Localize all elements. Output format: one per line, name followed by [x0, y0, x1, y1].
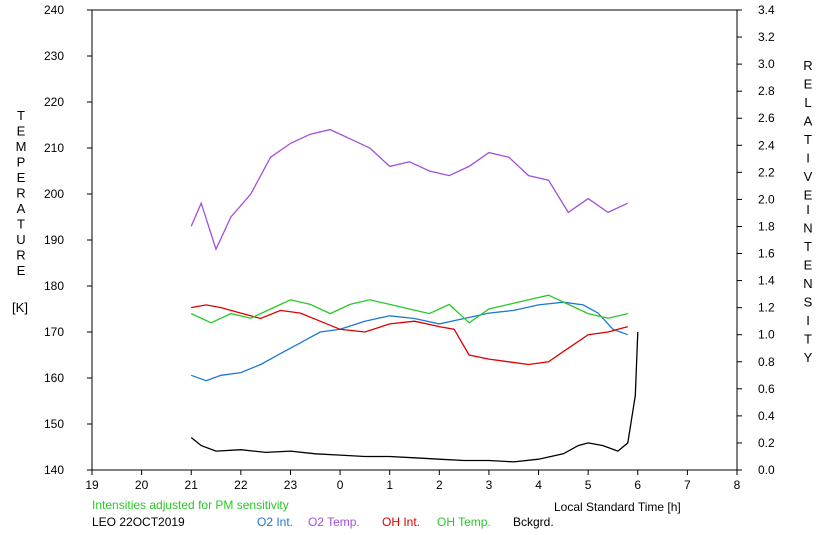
left-label-letter: E	[17, 170, 26, 185]
right-tick-label: 0.4	[758, 409, 775, 423]
right-tick-label: 0.0	[758, 463, 775, 477]
left-tick-label: 230	[44, 49, 64, 63]
left-tick-label: 180	[44, 279, 64, 293]
x-tick-label: 8	[734, 478, 741, 492]
x-axis: 19 20 21 22 23 0 1 2 3 4 5 6 7 8	[85, 470, 741, 492]
right-tick-label: 2.2	[758, 165, 775, 179]
legend-item: OH Int.	[382, 515, 421, 529]
right-label-letter: N	[803, 221, 812, 236]
x-axis-label: Local Standard Time [h]	[554, 500, 681, 514]
left-tick-label: 150	[44, 417, 64, 431]
left-tick-label: 240	[44, 3, 64, 17]
x-tick-label: 0	[337, 478, 344, 492]
right-label-letter: E	[804, 77, 813, 92]
right-label-letter: R	[803, 58, 812, 73]
x-tick-label: 6	[634, 478, 641, 492]
site-label: LEO 22OCT2019	[92, 515, 185, 529]
x-tick-label: 1	[386, 478, 393, 492]
series-oh-temp	[190, 294, 628, 324]
right-label-letter: T	[804, 132, 812, 147]
x-tick-label: 22	[234, 478, 248, 492]
right-tick-label: 2.0	[758, 192, 775, 206]
x-tick-label: 4	[535, 478, 542, 492]
series-o2-temp	[190, 128, 629, 251]
right-tick-label: 2.6	[758, 111, 775, 125]
right-tick-label: 0.2	[758, 436, 775, 450]
right-label-letter: I	[806, 202, 810, 217]
left-tick-label: 170	[44, 325, 64, 339]
right-tick-label: 1.4	[758, 274, 775, 288]
right-tick-label: 3.4	[758, 3, 775, 17]
x-tick-label: 5	[585, 478, 592, 492]
left-label-letter: E	[17, 124, 26, 139]
series-group	[190, 128, 639, 463]
x-tick-label: 21	[185, 478, 199, 492]
left-label-letter: E	[17, 263, 26, 278]
right-tick-label: 1.0	[758, 328, 775, 342]
x-tick-label: 19	[85, 478, 99, 492]
right-label-letter: I	[806, 313, 810, 328]
plot-frame	[91, 9, 738, 471]
right-tick-label: 0.6	[758, 382, 775, 396]
legend-item: O2 Int.	[257, 515, 294, 529]
left-tick-label: 200	[44, 187, 64, 201]
right-label-letter: T	[804, 239, 812, 254]
x-tick-label: 3	[486, 478, 493, 492]
right-label-letter: Y	[804, 350, 813, 365]
right-label-letter: V	[804, 169, 813, 184]
legend-item: Bckgrd.	[513, 515, 554, 529]
x-tick-label: 7	[684, 478, 691, 492]
right-label-letter: I	[806, 151, 810, 166]
right-label-letter: A	[804, 114, 813, 129]
left-label-letter: T	[17, 108, 25, 123]
right-label-letter: L	[804, 95, 811, 110]
x-tick-label: 20	[135, 478, 149, 492]
right-tick-label: 0.8	[758, 355, 775, 369]
right-tick-label: 3.2	[758, 30, 775, 44]
left-axis: 140 150 160 170 180 190 200 210 220 230 240	[44, 3, 92, 477]
note-text: Intensities adjusted for PM sensitivity	[92, 498, 289, 512]
left-label-letter: P	[17, 155, 26, 170]
left-tick-label: 140	[44, 463, 64, 477]
x-tick-label: 23	[284, 478, 298, 492]
series-oh-int	[191, 304, 628, 366]
right-tick-label: 1.8	[758, 219, 775, 233]
legend-item: OH Temp.	[437, 515, 491, 529]
right-axis: 0.0 0.2 0.4 0.6 0.8 1.0 1.2 1.4 1.6 1.8 2.0 2.2 2.4 2…	[737, 3, 775, 477]
left-label-letter: U	[16, 232, 25, 247]
left-tick-label: 220	[44, 95, 64, 109]
series-bckgrd	[190, 331, 639, 463]
right-tick-label: 2.8	[758, 84, 775, 98]
left-axis-unit: [K]	[12, 300, 28, 315]
left-label-letter: T	[17, 217, 25, 232]
x-tick-label: 2	[436, 478, 443, 492]
series-o2-int	[190, 301, 629, 382]
right-label-letter: E	[804, 188, 813, 203]
right-tick-label: 3.0	[758, 57, 775, 71]
left-label-letter: M	[16, 139, 27, 154]
left-label-letter: R	[16, 186, 25, 201]
right-label-letter: S	[804, 295, 813, 310]
right-tick-label: 2.4	[758, 138, 775, 152]
legend-item: O2 Temp.	[308, 515, 360, 529]
left-label-letter: A	[17, 201, 26, 216]
left-tick-label: 160	[44, 371, 64, 385]
left-tick-label: 210	[44, 141, 64, 155]
left-tick-label: 190	[44, 233, 64, 247]
right-tick-label: 1.6	[758, 247, 775, 261]
right-tick-label: 1.2	[758, 301, 775, 315]
left-label-letter: R	[16, 248, 25, 263]
right-label-letter: E	[804, 258, 813, 273]
right-label-letter: N	[803, 276, 812, 291]
right-label-letter: T	[804, 332, 812, 347]
